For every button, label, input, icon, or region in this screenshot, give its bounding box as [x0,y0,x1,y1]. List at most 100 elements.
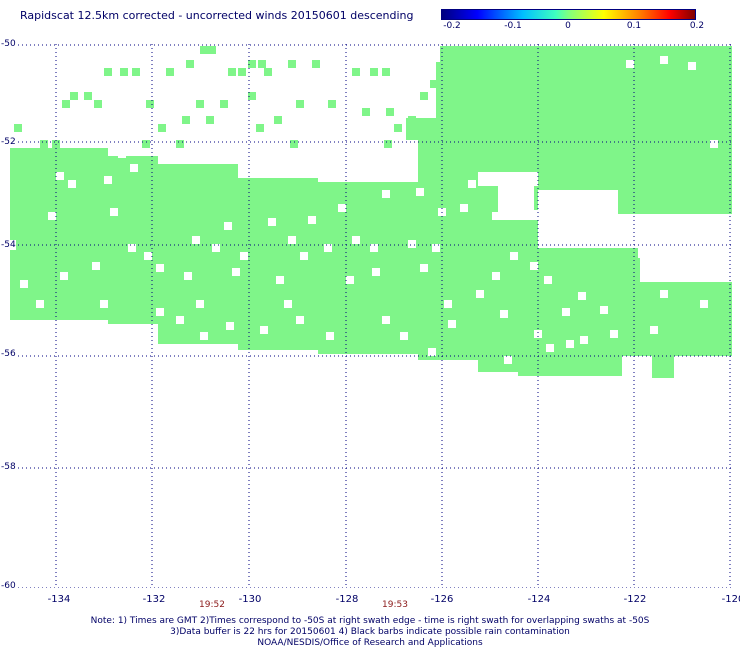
lon-label: -122 [623,594,647,605]
data-cell [420,92,428,100]
missing-cell [660,290,668,298]
missing-cell [544,276,552,284]
map-plot-area [10,44,732,588]
missing-cell [192,236,200,244]
missing-cell [546,344,554,352]
data-cell [382,68,390,76]
wind-difference-swath [10,46,732,378]
missing-cell [130,164,138,172]
missing-cell [48,212,56,220]
data-cell [158,124,166,132]
missing-cell [100,300,108,308]
missing-cell [300,252,308,260]
missing-cell [688,62,696,70]
missing-cell [288,236,296,244]
data-cell [70,92,78,100]
missing-cell [660,56,668,64]
data-cell [220,100,228,108]
swath-segment [238,178,318,350]
missing-cell [20,280,28,288]
data-cell [248,60,256,68]
missing-cell [382,190,390,198]
missing-cell [232,268,240,276]
lon-label: -132 [142,594,166,605]
missing-cell [700,300,708,308]
missing-cell [432,244,440,252]
time-label: 19:53 [382,600,408,610]
missing-cell [296,316,304,324]
data-cell [256,124,264,132]
missing-cell [346,276,354,284]
data-cell [394,124,402,132]
missing-cell [626,60,634,68]
missing-cell [110,208,118,216]
missing-cell [196,300,204,308]
missing-cell [492,212,500,220]
data-cell [352,68,360,76]
note-line: NOAA/NESDIS/Office of Research and Appli… [257,638,483,648]
missing-cell [460,204,468,212]
data-cell [94,100,102,108]
data-cell [228,68,236,76]
data-cell [370,68,378,76]
missing-cell [372,268,380,276]
colorbar-tick: -0.1 [504,21,522,31]
missing-cell [200,332,208,340]
missing-cell [284,300,292,308]
lat-label: -58 [1,462,16,472]
missing-cell [160,156,168,164]
missing-cell [500,310,508,318]
data-cell [176,140,184,148]
missing-cell [650,326,658,334]
swath-segment [436,62,732,182]
swath-map [10,44,732,588]
missing-cell [260,326,268,334]
missing-cell [268,218,276,226]
missing-cell [68,180,76,188]
data-cell [14,124,22,132]
colorbar-tick: -0.2 [443,21,461,31]
data-gap [704,356,732,376]
missing-cell [352,236,360,244]
colorbar-tick: 0.2 [689,21,705,31]
lat-label: -54 [1,240,16,250]
missing-cell [476,290,484,298]
swath-segment [440,46,732,66]
data-cell [186,60,194,68]
missing-cell [420,264,428,272]
data-cell [142,140,150,148]
missing-cell [468,180,476,188]
time-label: 19:52 [199,600,225,610]
lon-label: -130 [238,594,262,605]
map-title: Rapidscat 12.5km corrected - uncorrected… [20,9,414,22]
missing-cell [510,252,518,260]
missing-cell [36,300,44,308]
missing-cell [534,330,542,338]
missing-cell [226,322,234,330]
data-cell [196,100,204,108]
lon-label: -128 [335,594,359,605]
data-cell [208,46,216,54]
missing-cell [408,240,416,248]
missing-cell [600,306,608,314]
lat-label: -52 [1,137,16,147]
data-cell [312,60,320,68]
missing-data-cells [10,56,732,386]
swath-segment [158,164,238,344]
data-cell [264,68,272,76]
missing-cell [382,316,390,324]
data-cell [62,100,70,108]
missing-cell [308,216,316,224]
note-line: Note: 1) Times are GMT 2)Times correspon… [90,616,650,626]
missing-cell [276,276,284,284]
missing-cell [562,308,570,316]
swath-segment [674,286,732,356]
missing-cell [104,176,112,184]
missing-cell [224,222,232,230]
data-gap [498,176,534,220]
colorbar [441,9,696,20]
missing-cell [156,264,164,272]
missing-cell [128,244,136,252]
missing-cell [580,336,588,344]
lon-label: -134 [47,594,71,605]
